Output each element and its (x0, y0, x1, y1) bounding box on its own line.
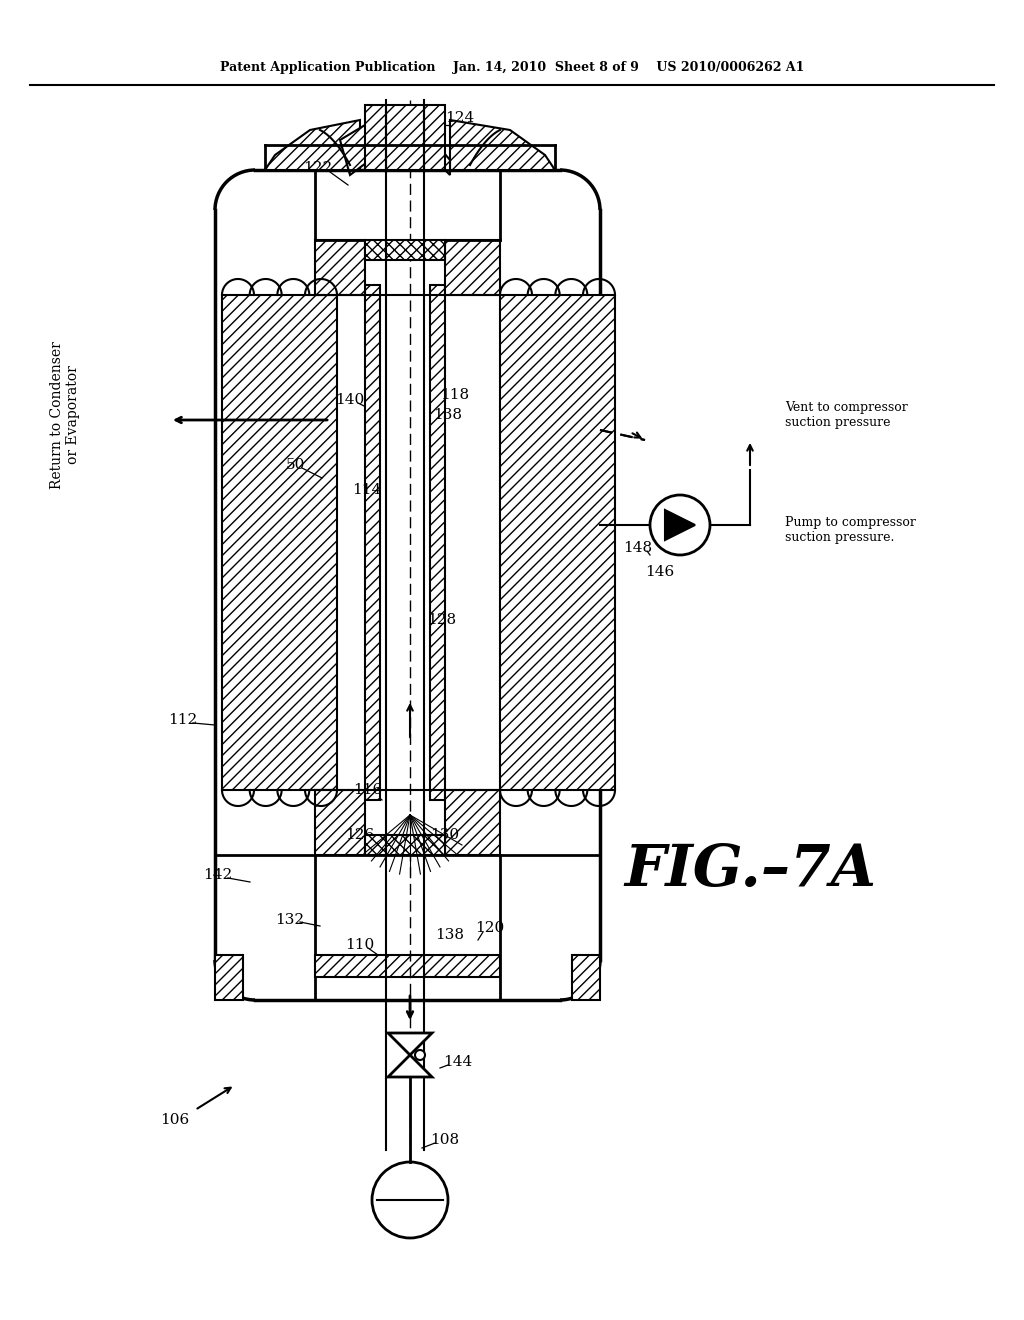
Text: 112: 112 (168, 713, 198, 727)
Polygon shape (340, 125, 370, 176)
Polygon shape (388, 1034, 432, 1055)
Bar (445, 240, 500, 294)
Circle shape (372, 1162, 449, 1238)
Text: 122: 122 (303, 161, 333, 176)
Text: 118: 118 (440, 388, 470, 403)
Text: 144: 144 (443, 1055, 473, 1069)
Text: Vent to compressor
suction pressure: Vent to compressor suction pressure (785, 401, 907, 429)
Text: 116: 116 (353, 783, 383, 797)
Bar (500, 294, 615, 789)
Text: 142: 142 (204, 869, 232, 882)
Text: 126: 126 (345, 828, 375, 842)
Text: 120: 120 (475, 921, 505, 935)
Bar (315, 240, 365, 294)
Text: 114: 114 (352, 483, 382, 498)
Text: 50: 50 (286, 458, 305, 473)
Text: Return to Condenser
or Evaporator: Return to Condenser or Evaporator (50, 341, 80, 488)
Text: 146: 146 (645, 565, 675, 579)
Text: 132: 132 (275, 913, 304, 927)
Text: 138: 138 (435, 928, 465, 942)
Text: 138: 138 (433, 408, 463, 422)
Circle shape (650, 495, 710, 554)
Polygon shape (265, 120, 360, 170)
Text: 124: 124 (445, 111, 475, 125)
Bar (365, 240, 445, 260)
Text: 34: 34 (396, 1191, 424, 1209)
Bar (365, 285, 380, 800)
Polygon shape (388, 1055, 432, 1077)
Text: 128: 128 (427, 612, 457, 627)
Bar (365, 106, 445, 170)
Circle shape (415, 1049, 425, 1060)
Bar (315, 789, 365, 855)
Polygon shape (450, 120, 555, 170)
Bar (315, 954, 500, 977)
Text: FIG.–7A: FIG.–7A (624, 842, 876, 898)
Bar (222, 294, 337, 789)
Bar (445, 789, 500, 855)
Bar (215, 954, 243, 1001)
Bar (430, 285, 445, 800)
Text: Patent Application Publication    Jan. 14, 2010  Sheet 8 of 9    US 2010/0006262: Patent Application Publication Jan. 14, … (220, 62, 804, 74)
Text: 148: 148 (624, 541, 652, 554)
Polygon shape (665, 510, 695, 540)
Text: 108: 108 (430, 1133, 460, 1147)
Text: Pump to compressor
suction pressure.: Pump to compressor suction pressure. (785, 516, 915, 544)
Bar (365, 836, 445, 855)
Bar (572, 954, 600, 1001)
Polygon shape (415, 125, 450, 176)
Text: 110: 110 (345, 939, 375, 952)
Text: 130: 130 (430, 828, 460, 842)
Text: 106: 106 (161, 1113, 189, 1127)
Text: 140: 140 (336, 393, 365, 407)
